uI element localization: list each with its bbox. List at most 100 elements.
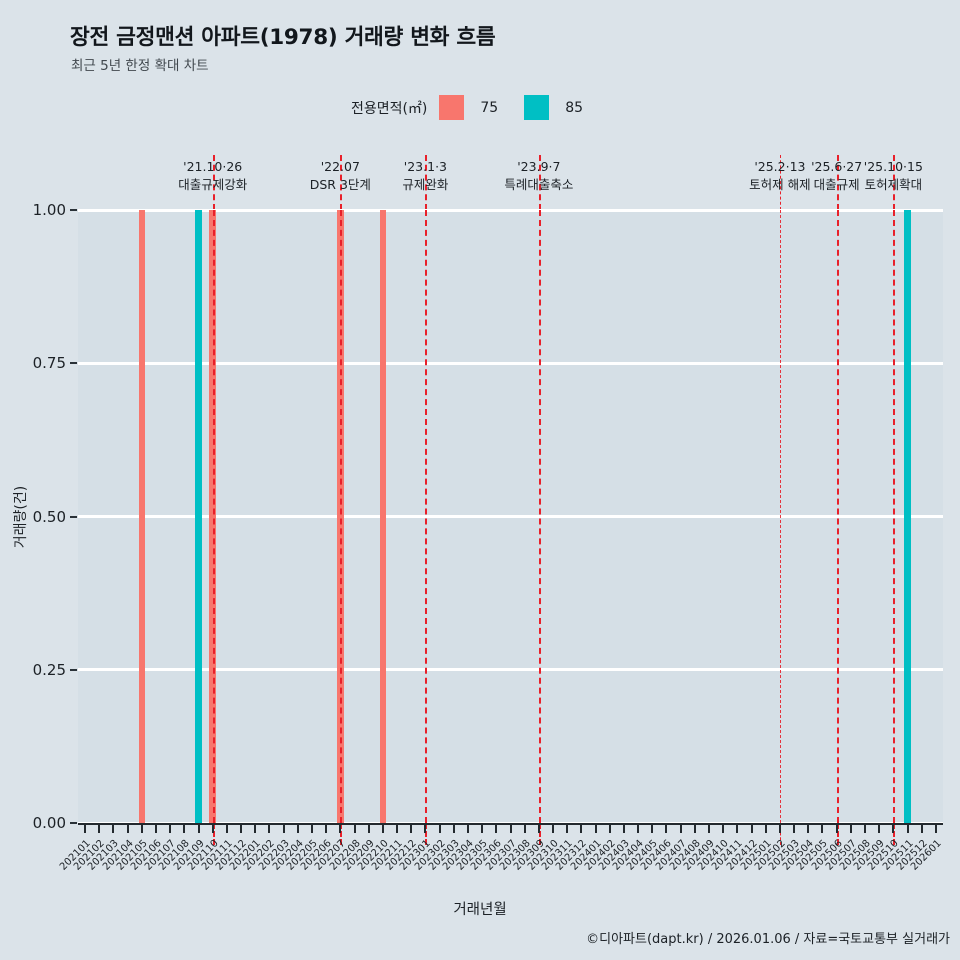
x-tick-mark [268, 825, 271, 833]
x-tick-mark [821, 825, 824, 833]
event-annotation-text: 토허제 해제 [749, 177, 811, 193]
x-tick-mark [906, 825, 909, 833]
x-tick-mark [240, 825, 243, 833]
bar[interactable] [195, 210, 202, 823]
event-line-stub [836, 823, 839, 845]
x-tick-mark [140, 825, 143, 833]
x-tick-mark [835, 825, 838, 833]
legend-label-75: 75 [480, 99, 499, 116]
x-tick-mark [225, 825, 228, 833]
event-annotation-text: 특례대출축소 [504, 177, 574, 193]
x-tick-mark [537, 825, 540, 833]
legend-title: 전용면적(㎡) [350, 100, 428, 117]
x-tick-mark [679, 825, 682, 833]
event-line-stub-top [779, 155, 781, 210]
x-tick-mark [197, 825, 200, 833]
x-tick-mark [495, 825, 498, 833]
event-annotation: '23.9·7 특례대출축소 [469, 158, 609, 194]
x-tick-mark [920, 825, 923, 833]
y-tick-mark [70, 515, 77, 518]
y-tick-label: 0.75 [32, 354, 66, 373]
x-tick-mark [708, 825, 711, 833]
event-annotation-date: '25.10·15 [863, 159, 923, 174]
event-line-stub-top [893, 155, 896, 210]
x-tick-mark [126, 825, 129, 833]
y-tick-label: 0.50 [32, 507, 66, 526]
x-tick-mark [608, 825, 611, 833]
x-tick-mark [750, 825, 753, 833]
event-annotation-date: '23.1·3 [403, 159, 447, 174]
x-tick-mark [424, 825, 427, 833]
x-tick-mark [566, 825, 569, 833]
event-annotation: '23.1·3 규제완화 [355, 158, 495, 194]
x-tick-mark [651, 825, 654, 833]
legend-item-75[interactable]: 75 [439, 95, 524, 120]
event-annotation: '25.6·27 대출규제 [767, 158, 907, 194]
x-tick-mark [793, 825, 796, 833]
x-tick-mark [452, 825, 455, 833]
x-tick-mark [310, 825, 313, 833]
x-tick-mark [296, 825, 299, 833]
event-line [779, 210, 781, 823]
event-line-stub [779, 823, 781, 845]
y-tick-mark [70, 209, 77, 211]
x-tick-mark [211, 825, 214, 833]
legend: 전용면적(㎡) 75 85 [0, 95, 960, 120]
x-tick-mark [282, 825, 285, 833]
x-tick-mark [509, 825, 512, 833]
x-tick-mark [849, 825, 852, 833]
x-axis-line [78, 823, 943, 825]
legend-item-85[interactable]: 85 [524, 95, 609, 120]
event-annotation-text: 규제완화 [402, 177, 449, 193]
event-line-stub [425, 823, 428, 845]
x-tick-mark [353, 825, 356, 833]
event-line [425, 210, 428, 823]
x-tick-mark [594, 825, 597, 833]
legend-swatch-75 [439, 95, 465, 120]
event-annotation-date: '23.9·7 [517, 159, 561, 174]
x-tick-mark [552, 825, 555, 833]
event-annotation-date: '21.10·26 [183, 159, 243, 174]
x-tick-mark [466, 825, 469, 833]
event-line-stub [340, 823, 343, 845]
x-tick-mark [98, 825, 101, 833]
y-tick-label: 0.00 [32, 814, 66, 832]
event-line [340, 210, 343, 823]
x-tick-mark [396, 825, 399, 833]
legend-label-85: 85 [565, 99, 584, 116]
x-tick-mark [410, 825, 413, 833]
event-line-stub [212, 823, 215, 845]
x-tick-mark [183, 825, 186, 833]
bar[interactable] [904, 210, 911, 823]
bar[interactable] [379, 210, 387, 823]
x-tick-mark [934, 825, 937, 833]
x-tick-mark [523, 825, 526, 833]
x-tick-mark [764, 825, 767, 833]
event-line [836, 210, 839, 823]
x-axis-title: 거래년월 [453, 902, 507, 918]
y-tick-mark [70, 822, 77, 824]
event-annotation-date: '25.2·13 [754, 159, 806, 174]
bar[interactable] [138, 210, 146, 823]
x-tick-mark [580, 825, 583, 833]
legend-swatch-85 [524, 95, 550, 120]
event-annotation: '21.10·26 대출규제강화 [143, 158, 283, 194]
gridline [78, 361, 943, 365]
event-line [538, 210, 541, 823]
x-tick-mark [864, 825, 866, 833]
x-tick-mark [254, 825, 257, 833]
x-tick-mark [481, 825, 484, 833]
event-line [893, 210, 896, 823]
x-tick-mark [154, 825, 157, 833]
y-tick-mark [70, 362, 77, 365]
event-line-stub-top [212, 155, 215, 210]
event-line-stub-top [425, 155, 428, 210]
event-line [212, 210, 215, 823]
event-line-stub [893, 823, 896, 845]
event-annotation-date: '25.6·27 [811, 159, 863, 174]
event-annotation: '22.07 DSR 3단계 [270, 158, 410, 194]
y-axis-title: 거래량(건) [13, 485, 29, 548]
y-tick-label: 1.00 [32, 201, 66, 219]
page-title: 장전 금정맨션 아파트(1978) 거래량 변화 흐름 [70, 25, 496, 50]
plot-panel [78, 208, 943, 825]
